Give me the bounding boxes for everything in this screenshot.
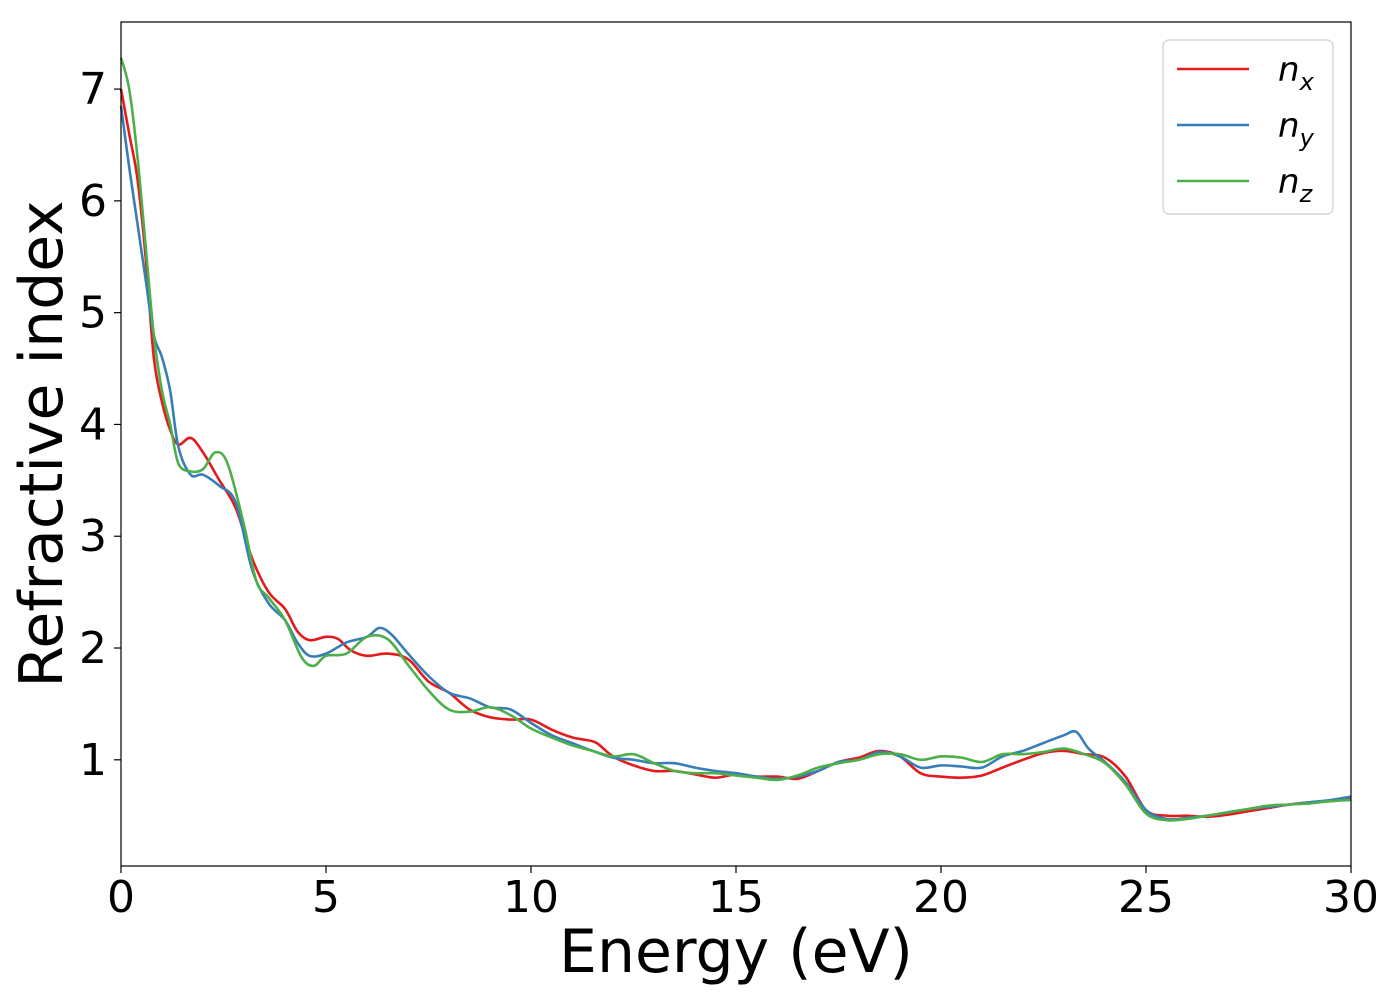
x-tick-label: 0: [107, 872, 135, 923]
x-tick-label: 30: [1323, 872, 1379, 923]
series-line-nx: [119, 88, 1352, 819]
legend-label-nz: nz: [1278, 162, 1314, 208]
series-layer: [119, 57, 1352, 822]
y-tick-label: 5: [79, 288, 107, 339]
x-tick-label: 25: [1118, 872, 1174, 923]
y-tick-label: 7: [79, 64, 107, 115]
x-axis-title: Energy (eV): [559, 917, 913, 987]
y-tick-label: 1: [79, 735, 107, 786]
legend-label-base: n: [1278, 162, 1300, 202]
y-axis-title: Refractive index: [7, 200, 77, 687]
legend-box: [1162, 39, 1334, 215]
legend-label-subscript: z: [1299, 180, 1314, 208]
legend-label-subscript: x: [1299, 68, 1315, 96]
legend-label-base: n: [1278, 106, 1300, 146]
x-tick-label: 10: [503, 872, 559, 923]
legend-label-ny: ny: [1278, 106, 1315, 152]
legend-label-subscript: y: [1299, 124, 1315, 152]
x-axis: 0 5 10 15 20 25 30: [107, 866, 1379, 923]
x-tick-label: 15: [708, 872, 764, 923]
series-line-nz: [119, 57, 1352, 822]
y-tick-label: 2: [79, 623, 107, 674]
y-axis: 1 2 3 4 5 6 7: [79, 64, 121, 786]
legend-label-base: n: [1278, 50, 1300, 90]
y-tick-label: 3: [79, 511, 107, 562]
legend-label-nx: nx: [1278, 50, 1315, 96]
y-tick-label: 4: [79, 399, 107, 450]
x-tick-label: 5: [312, 872, 340, 923]
x-tick-label: 20: [913, 872, 969, 923]
y-tick-label: 6: [79, 176, 107, 227]
